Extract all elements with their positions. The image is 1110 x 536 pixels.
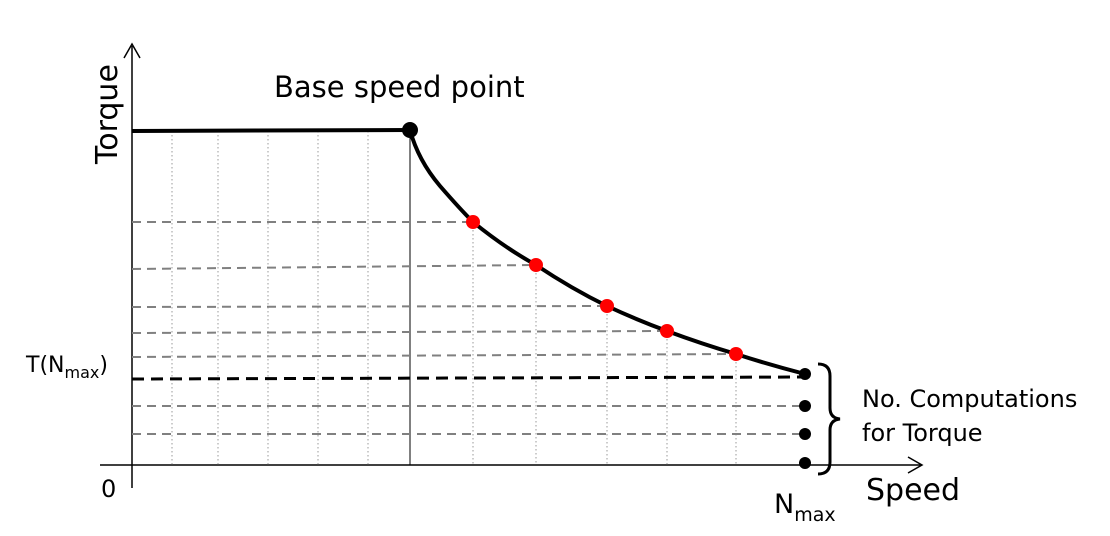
h-grid-line [131,264,537,270]
y-axis-arrowhead [123,42,141,59]
constant-torque-segment [131,128,411,133]
y-axis-label: Torque [90,64,125,165]
vertical-grid-lines [171,131,737,465]
origin-label: 0 [101,475,116,503]
nmax-label: Nmax [774,489,836,526]
red-point [466,215,480,229]
h-grid-line [131,305,608,308]
computations-note-line1: No. Computations [862,385,1077,413]
t-nmax-dashed-line [131,375,806,381]
red-computation-points [466,215,743,361]
x-axis-arrowhead [907,456,924,474]
torque-curve [131,128,806,376]
base-speed-point-label: Base speed point [274,70,525,104]
red-point [600,299,614,313]
x-axis-label: Speed [866,473,960,508]
h-grid-line [131,353,737,358]
curly-brace [817,362,841,476]
black-point [799,368,811,380]
h-grid-line [131,330,668,334]
black-point [799,457,811,469]
red-point [529,258,543,272]
t-nmax-label: T(Nmax) [25,353,108,382]
red-point [729,347,743,361]
black-point [799,428,811,440]
base-speed-point [402,122,418,138]
constant-power-segment [408,129,806,376]
black-computation-points [799,368,811,469]
axes [100,42,924,488]
computations-note-line2: for Torque [862,419,983,447]
horizontal-grid-lines [131,221,805,435]
black-point [799,400,811,412]
red-point [660,324,674,338]
